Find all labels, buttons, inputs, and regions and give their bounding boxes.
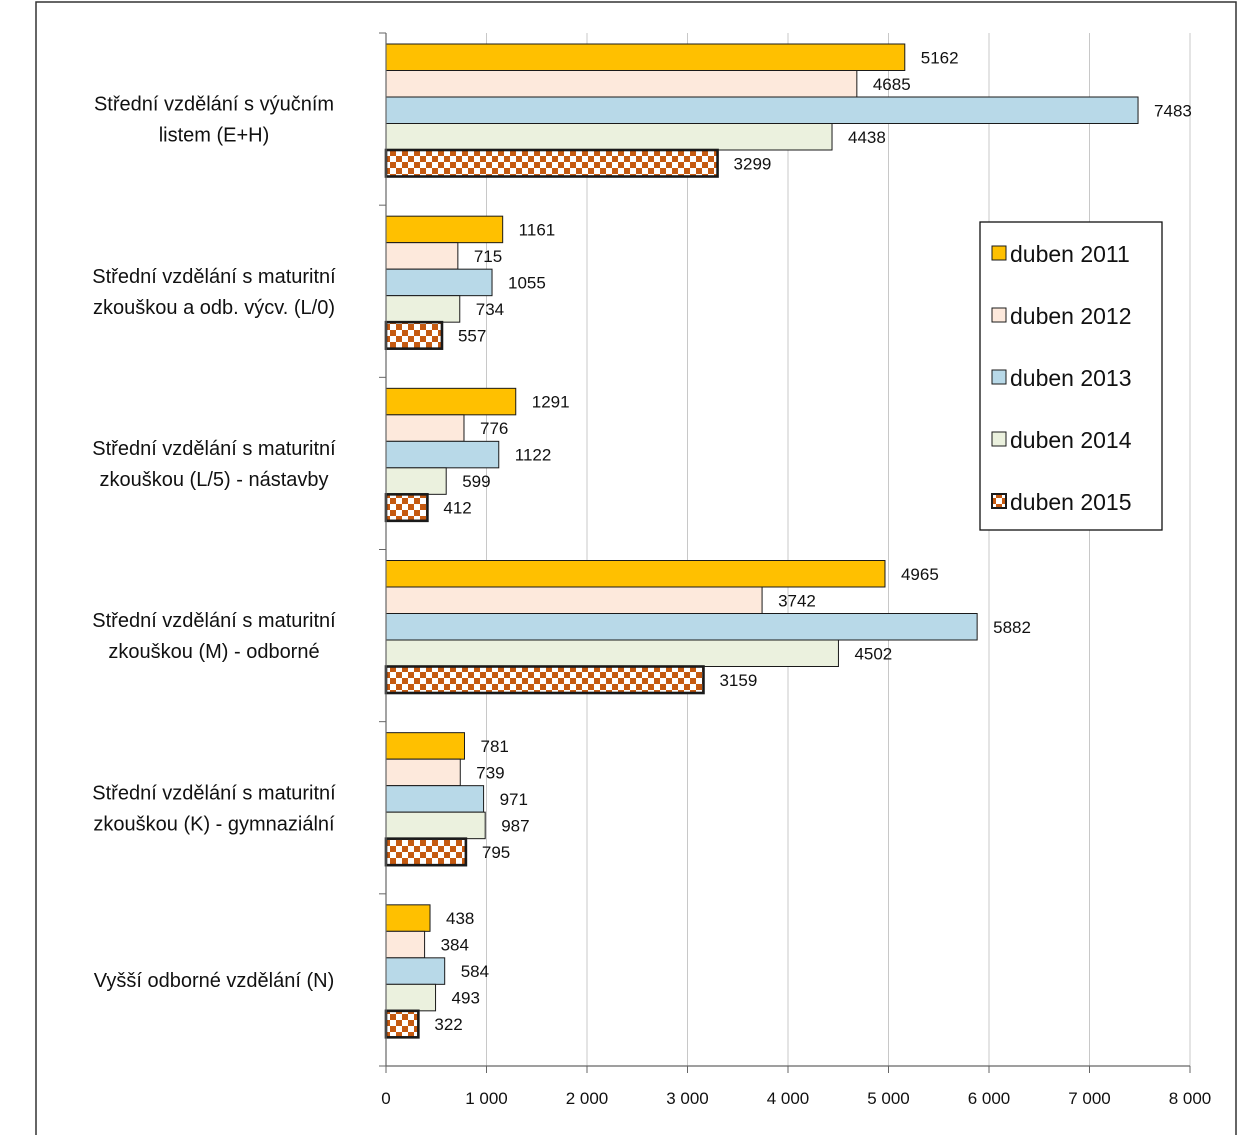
bar [385, 811, 486, 840]
legend-label: duben 2014 [1010, 427, 1132, 453]
bar [385, 123, 833, 151]
bar [385, 758, 461, 787]
data-label: 781 [480, 737, 508, 756]
category-label: zkouškou (L/5) - nástavby [100, 469, 329, 491]
data-label: 584 [461, 962, 489, 981]
data-label: 5162 [921, 48, 959, 67]
data-label: 4965 [901, 565, 939, 584]
bar [385, 639, 839, 667]
category-label: Střední vzdělání s maturitní [92, 266, 336, 288]
bar [384, 320, 444, 350]
bar [385, 215, 504, 244]
gridlines [486, 33, 1191, 1066]
data-label: 734 [476, 300, 504, 319]
data-label: 599 [462, 472, 490, 491]
legend: duben 2011 duben 2012 duben 2013 duben 2014… [979, 221, 1163, 531]
data-label: 1291 [532, 393, 570, 412]
bar [385, 560, 886, 588]
category-label: Střední vzdělání s maturitní [92, 610, 336, 632]
legend-label: duben 2013 [1010, 365, 1132, 391]
bar [385, 387, 517, 416]
labels: 0 1 000 2 000 3 000 4 000 5 000 6 000 7 000 8 00… [92, 48, 1211, 1108]
bar [385, 43, 906, 71]
bar [385, 70, 858, 98]
data-label: 412 [443, 499, 471, 518]
bar [385, 957, 446, 985]
bar [384, 148, 719, 178]
data-label: 384 [441, 936, 469, 955]
data-label: 4685 [873, 75, 911, 94]
bar [385, 732, 465, 760]
data-label: 438 [446, 909, 474, 928]
legend-label: duben 2015 [1010, 489, 1132, 515]
data-label: 1055 [508, 273, 546, 292]
category-label: Střední vzdělání s výučním [94, 94, 334, 116]
bar [385, 785, 485, 813]
category-label: Střední vzdělání s maturitní [92, 782, 336, 804]
bar [384, 665, 705, 695]
bar [385, 904, 431, 932]
x-tick-label: 1 000 [465, 1089, 508, 1108]
data-label: 776 [480, 419, 508, 438]
data-label: 493 [452, 989, 480, 1008]
legend-swatch [991, 369, 1007, 385]
category-label: zkouškou (K) - gymnaziální [93, 813, 335, 835]
bar [384, 837, 468, 867]
data-label: 3159 [719, 671, 757, 690]
legend-swatch [991, 245, 1007, 261]
x-tick-label: 3 000 [666, 1089, 709, 1108]
x-tick-label: 5 000 [867, 1089, 910, 1108]
bar [385, 930, 426, 959]
x-tick-label: 8 000 [1169, 1089, 1212, 1108]
data-label: 987 [501, 816, 529, 835]
bars [384, 43, 1139, 1039]
data-label: 557 [458, 326, 486, 345]
data-label: 1122 [515, 446, 552, 465]
bar [385, 983, 437, 1012]
data-label: 4438 [848, 128, 886, 147]
category-label: listem (E+H) [159, 125, 270, 147]
x-tick-label: 4 000 [767, 1089, 810, 1108]
data-label: 322 [434, 1015, 462, 1034]
bar [385, 613, 978, 641]
data-label: 739 [476, 763, 504, 782]
bar [385, 467, 447, 495]
data-label: 7483 [1154, 101, 1192, 120]
data-label: 3299 [734, 154, 772, 173]
bar [385, 440, 500, 469]
bar [385, 414, 465, 442]
data-label: 4502 [854, 644, 892, 663]
x-tick-label: 7 000 [1068, 1089, 1111, 1108]
data-label: 795 [482, 843, 510, 862]
data-label: 1161 [519, 220, 556, 239]
data-label: 971 [500, 790, 528, 809]
legend-label: duben 2012 [1010, 303, 1132, 329]
bar [384, 1009, 420, 1039]
legend-label: duben 2011 [1010, 241, 1130, 267]
bar [385, 96, 1139, 124]
category-label: zkouškou (M) - odborné [108, 641, 319, 663]
category-label: Střední vzdělání s maturitní [92, 438, 336, 460]
x-tick-label: 2 000 [566, 1089, 609, 1108]
legend-swatch [991, 493, 1007, 509]
legend-box [979, 221, 1163, 531]
legend-swatch [991, 307, 1007, 323]
x-tick-label: 0 [381, 1089, 390, 1108]
category-label: Vyšší odborné vzdělání (N) [94, 970, 334, 992]
data-label: 3742 [778, 591, 816, 610]
bar [385, 586, 763, 614]
bar [385, 242, 459, 270]
x-tick-label: 6 000 [968, 1089, 1011, 1108]
axes [379, 32, 1191, 1073]
category-label: zkouškou a odb. výcv. (L/0) [93, 297, 335, 319]
bar [385, 268, 493, 297]
bar [384, 493, 429, 523]
legend-swatch [991, 431, 1007, 447]
bar [385, 295, 461, 323]
data-label: 715 [474, 247, 502, 266]
data-label: 5882 [993, 618, 1031, 637]
